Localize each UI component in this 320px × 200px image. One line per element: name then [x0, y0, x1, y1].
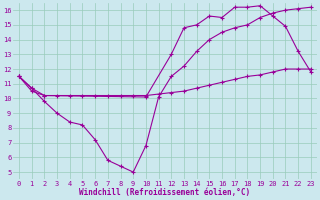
X-axis label: Windchill (Refroidissement éolien,°C): Windchill (Refroidissement éolien,°C) — [79, 188, 251, 197]
